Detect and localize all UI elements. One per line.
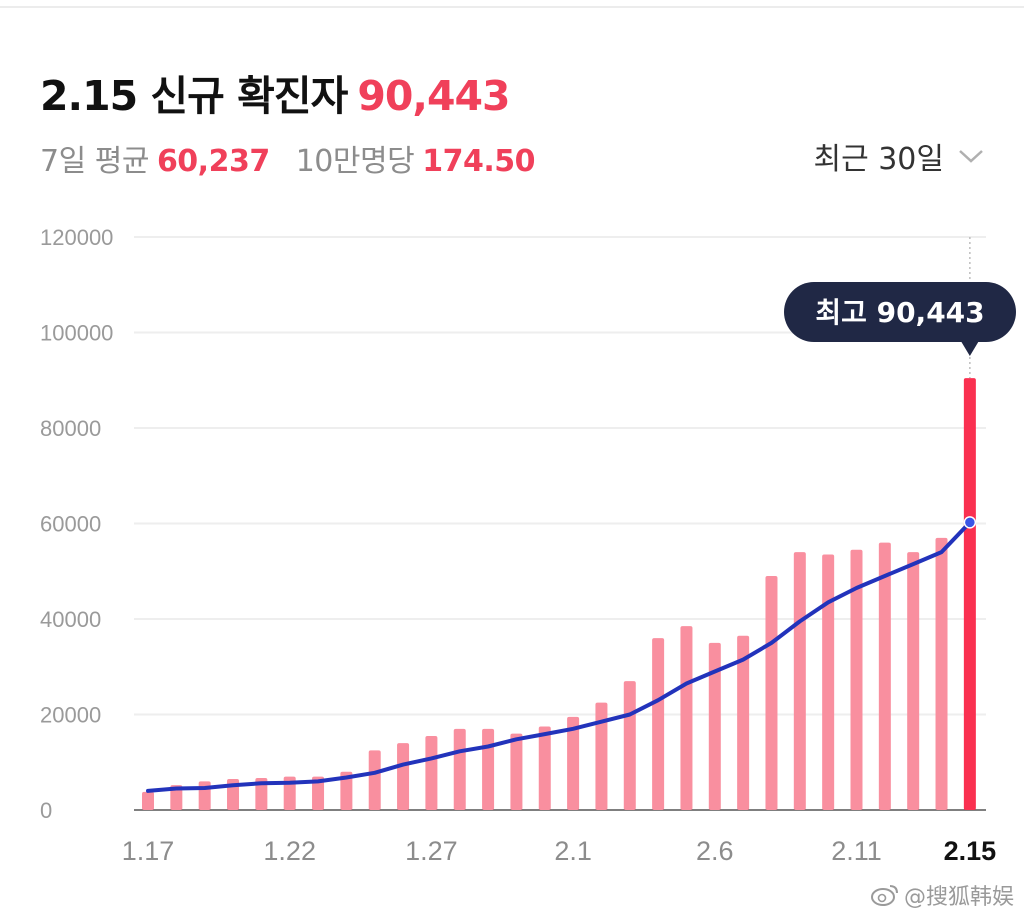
x-tick-label: 2.6 <box>696 836 734 866</box>
tooltip-bubble <box>784 282 1016 342</box>
bar <box>793 552 806 810</box>
bar <box>680 626 693 810</box>
y-tick-label: 100000 <box>40 321 113 346</box>
top-divider <box>0 6 1024 8</box>
x-tick-label: 2.1 <box>554 836 592 866</box>
per100k-label: 10만명당 <box>295 144 415 179</box>
bar <box>255 778 268 810</box>
average-endpoint <box>963 516 977 529</box>
title-value: 90,443 <box>357 72 510 120</box>
summary-row: 7일 평균 60,237 10만명당 174.50 <box>40 136 535 180</box>
period-dropdown[interactable]: 최근 30일 <box>813 134 984 178</box>
average-line <box>146 520 972 793</box>
bar <box>708 642 721 810</box>
y-tick-label: 80000 <box>40 416 101 441</box>
highlight-bar <box>963 378 976 810</box>
bar <box>765 576 778 810</box>
y-tick-label: 40000 <box>40 607 101 632</box>
bar <box>510 733 523 810</box>
bar <box>538 726 551 810</box>
y-tick-label: 120000 <box>40 225 113 250</box>
chevron-down-icon <box>959 150 983 163</box>
per100k-value: 174.50 <box>422 144 535 179</box>
weibo-icon <box>870 885 898 906</box>
bar <box>907 552 920 810</box>
tooltip-text: 최고 90,443 <box>815 296 984 329</box>
bar <box>170 785 183 810</box>
y-tick-label: 0 <box>40 798 52 823</box>
bar <box>340 771 353 810</box>
x-tick-label: 2.11 <box>831 836 882 866</box>
y-tick-label: 20000 <box>40 703 101 728</box>
bar <box>850 549 863 810</box>
bar <box>283 776 296 810</box>
tooltip-pointer <box>960 341 979 356</box>
bar <box>142 791 154 810</box>
bar <box>453 728 466 810</box>
bar <box>623 681 636 810</box>
period-label: 최근 30일 <box>813 142 944 177</box>
bar <box>652 638 665 810</box>
bar <box>312 776 325 810</box>
bar <box>935 537 948 810</box>
bar <box>878 542 891 810</box>
x-tick-label: 2.15 <box>944 836 997 866</box>
avg-label: 7일 평균 <box>40 144 149 179</box>
bar <box>737 635 750 810</box>
title-label: 2.15 신규 확진자 <box>40 72 348 120</box>
bar <box>822 554 835 810</box>
avg-value: 60,237 <box>156 144 270 179</box>
y-tick-label: 60000 <box>40 512 101 537</box>
x-tick-label: 1.22 <box>263 836 316 866</box>
x-tick-label: 1.27 <box>405 836 458 866</box>
bar <box>482 728 495 810</box>
watermark-text: @搜狐韩娱 <box>903 885 1014 910</box>
bar <box>567 716 580 810</box>
bar <box>595 702 608 810</box>
cases-chart: 0 20000 40000 60000 80000 100000 120000 1.17 1.2… <box>40 225 1016 866</box>
bar <box>425 735 438 810</box>
bar <box>397 743 410 810</box>
x-tick-label: 1.17 <box>122 836 175 866</box>
page-title: 2.15 신규 확진자 90,443 <box>40 62 511 122</box>
bar <box>368 750 381 810</box>
watermark: @搜狐韩娱 <box>870 879 1014 911</box>
